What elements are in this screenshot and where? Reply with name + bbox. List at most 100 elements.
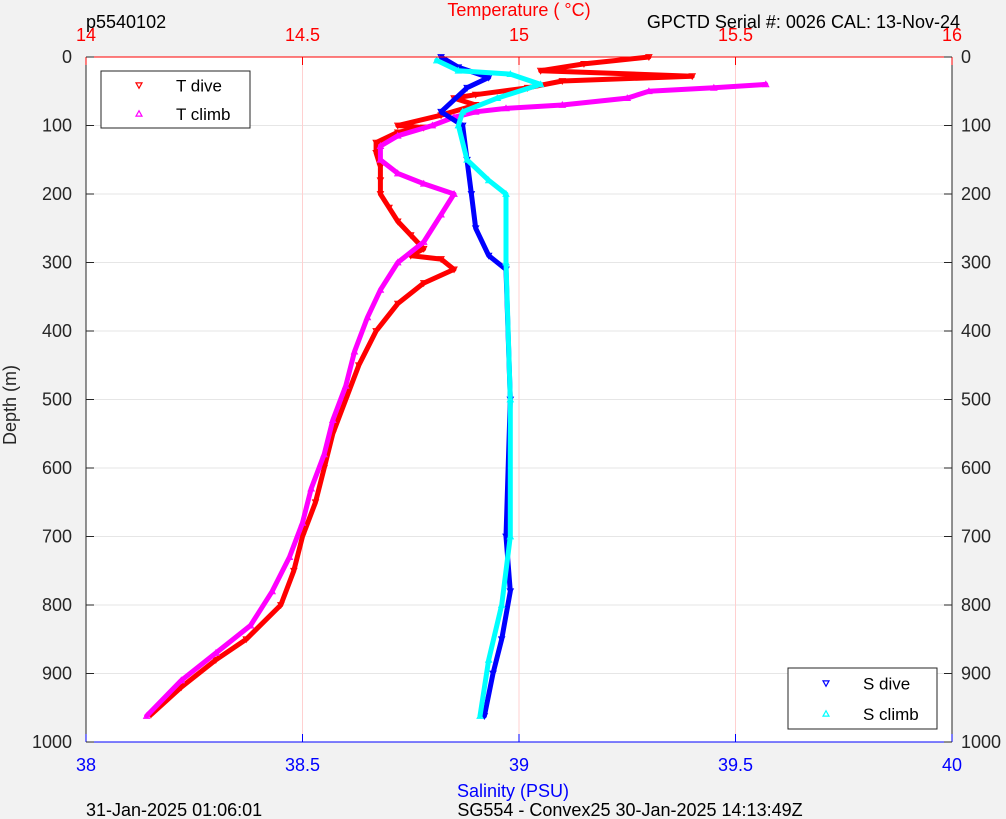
data-point <box>502 189 510 197</box>
depth-tick-label-right: 500 <box>961 390 991 410</box>
data-point <box>406 232 415 240</box>
legend-bottom-right: S dive S climb <box>787 667 938 730</box>
legend-label: T dive <box>176 76 222 95</box>
legend-marker <box>134 109 144 117</box>
legend-label: S climb <box>863 705 919 724</box>
data-point <box>489 670 497 678</box>
data-point <box>419 245 428 253</box>
data-point <box>506 395 515 403</box>
data-point <box>506 588 515 596</box>
data-point <box>341 381 350 389</box>
data-point <box>476 711 484 719</box>
data-point <box>497 636 506 644</box>
data-point <box>354 362 363 370</box>
data-point <box>311 499 320 507</box>
depth-tick-label-right: 100 <box>961 116 991 136</box>
data-point <box>484 655 493 663</box>
data-point <box>419 237 428 245</box>
data-point <box>471 225 480 233</box>
data-point <box>450 266 458 274</box>
data-point <box>484 176 493 184</box>
salinity-tick-label: 39.5 <box>718 755 753 775</box>
depth-tick-label-right: 600 <box>961 458 991 478</box>
data-point <box>480 713 489 720</box>
series-layer <box>142 54 770 720</box>
data-point <box>502 258 510 266</box>
series-t-climb <box>142 80 770 719</box>
depth-tick-label-left: 100 <box>42 116 72 136</box>
top-right-label: GPCTD Serial #: 0026 CAL: 13-Nov-24 <box>647 12 960 32</box>
legends: T dive T climb S dive S climb <box>100 70 938 730</box>
data-point <box>289 567 298 575</box>
data-point <box>320 465 328 473</box>
data-point <box>432 56 441 64</box>
data-point <box>437 256 445 264</box>
depth-tick-label-left: 0 <box>62 47 72 67</box>
data-point <box>502 533 510 541</box>
data-point <box>393 258 402 266</box>
salinity-axis-label: Salinity (PSU) <box>457 781 569 801</box>
data-point <box>454 66 463 74</box>
data-point <box>419 280 428 288</box>
series-line <box>148 54 695 718</box>
depth-tick-label-left: 700 <box>42 527 72 547</box>
data-point <box>328 416 337 423</box>
depth-tick-label-right: 400 <box>961 321 991 341</box>
depth-tick-label-left: 500 <box>42 390 72 410</box>
data-point <box>458 107 467 115</box>
depth-tick-label-left: 800 <box>42 595 72 615</box>
data-point <box>761 80 770 88</box>
legend-marker <box>821 680 831 688</box>
depth-tick-label-left: 300 <box>42 253 72 273</box>
data-point <box>242 636 251 644</box>
data-point <box>246 621 255 629</box>
data-point <box>458 122 467 130</box>
depth-tick-label-left: 600 <box>42 458 72 478</box>
data-point <box>376 142 385 149</box>
data-point <box>437 108 445 116</box>
data-point <box>268 587 277 595</box>
data-point <box>285 553 294 560</box>
data-point <box>450 189 458 197</box>
data-point <box>536 80 545 88</box>
depth-tick-label-right: 300 <box>961 253 991 273</box>
data-point <box>493 94 502 101</box>
legend-top-left: T dive T climb <box>100 70 251 129</box>
depth-tick-label-right: 0 <box>961 47 971 67</box>
data-point <box>419 179 428 187</box>
data-point <box>212 656 220 664</box>
data-point <box>471 107 480 115</box>
data-point <box>376 177 385 185</box>
data-point <box>376 285 385 293</box>
series-line <box>144 81 769 719</box>
depth-tick-label-right: 200 <box>961 184 991 204</box>
data-point <box>277 602 285 610</box>
data-point <box>376 155 385 163</box>
data-point <box>376 191 385 199</box>
top-left-label: p5540102 <box>86 12 166 32</box>
data-point <box>372 328 380 336</box>
data-point <box>307 484 316 492</box>
series-t-dive <box>147 54 697 719</box>
data-point <box>580 60 588 68</box>
series-line <box>434 57 544 719</box>
data-point <box>341 396 350 404</box>
data-point <box>298 533 307 541</box>
depth-tick-label-right: 700 <box>961 527 991 547</box>
footer-left-label: 31-Jan-2025 01:06:01 <box>86 800 262 819</box>
data-point <box>558 78 567 86</box>
data-point <box>212 648 220 656</box>
legend-box <box>100 70 251 129</box>
legend-marker <box>821 709 831 717</box>
data-point <box>463 84 471 92</box>
data-point <box>536 67 545 75</box>
data-point <box>363 313 372 321</box>
data-point <box>320 450 328 458</box>
salinity-tick-label: 40 <box>942 755 962 775</box>
data-point <box>385 204 393 212</box>
data-point <box>558 100 567 108</box>
data-point <box>177 684 186 692</box>
data-point <box>393 122 402 130</box>
data-point <box>298 518 307 526</box>
